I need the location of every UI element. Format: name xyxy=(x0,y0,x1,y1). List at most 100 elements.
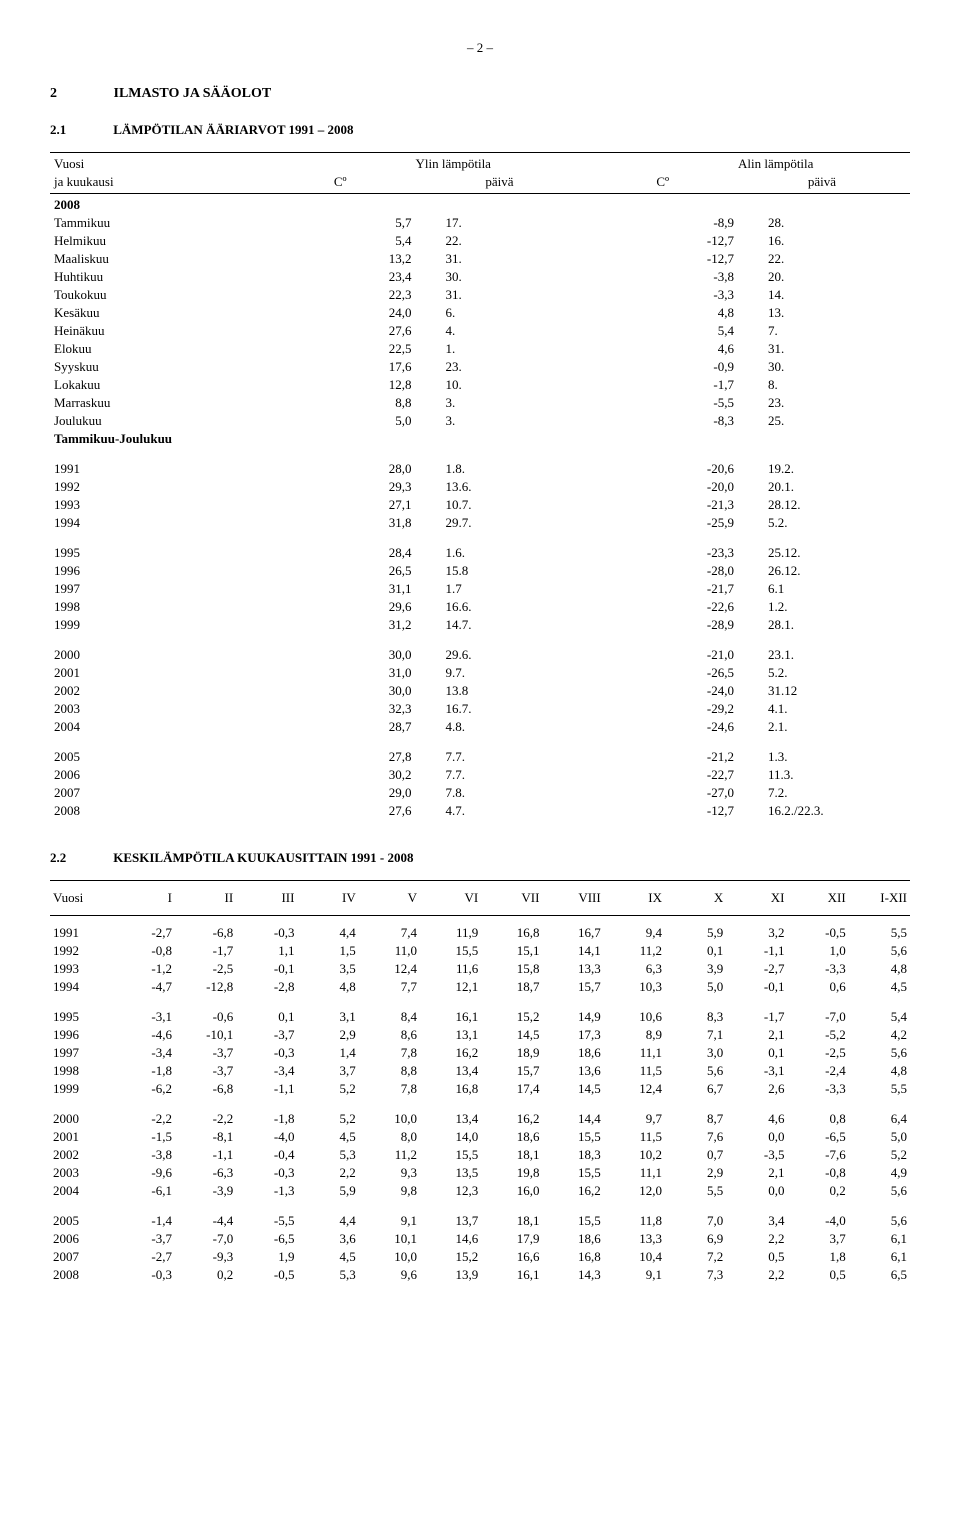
table-cell: 2,2 xyxy=(297,1164,358,1182)
table-cell: 5,6 xyxy=(849,1044,910,1062)
table-cell: -6,3 xyxy=(175,1164,236,1182)
subsection-number: 2.1 xyxy=(50,122,110,138)
table-cell: 2,9 xyxy=(297,1026,358,1044)
table-cell: 5,3 xyxy=(297,1266,358,1284)
extreme-temps-body: 2008Tammikuu5,717.-8,928.Helmikuu5,422.-… xyxy=(50,196,910,820)
table-cell: 7.7. xyxy=(415,748,587,766)
table-cell: 23. xyxy=(738,394,910,412)
table-cell: 7,8 xyxy=(359,1080,420,1098)
table-cell: 3,4 xyxy=(726,1212,787,1230)
table-cell: 2008 xyxy=(50,802,265,820)
table-cell: 2001 xyxy=(50,664,265,682)
table-cell: -21,7 xyxy=(587,580,737,598)
table-cell: 13,2 xyxy=(265,250,415,268)
table-cell: 11,5 xyxy=(604,1128,665,1146)
table-cell: -7,0 xyxy=(175,1230,236,1248)
table-cell: 2,2 xyxy=(726,1266,787,1284)
table-cell: 4,6 xyxy=(587,340,737,358)
table-cell: 2003 xyxy=(50,700,265,718)
column-header: VI xyxy=(420,889,481,907)
table-cell: -3,3 xyxy=(787,1080,848,1098)
table-cell: 16,8 xyxy=(542,1248,603,1266)
table-cell: -21,0 xyxy=(587,646,737,664)
table-cell: 0,1 xyxy=(665,942,726,960)
table-cell: 14. xyxy=(738,286,910,304)
table-cell: -24,6 xyxy=(587,718,737,736)
table-cell: 28,4 xyxy=(265,544,415,562)
table-cell: 1992 xyxy=(50,478,265,496)
table-cell: 31,0 xyxy=(265,664,415,682)
table-cell: -24,0 xyxy=(587,682,737,700)
table-cell: Toukokuu xyxy=(50,286,265,304)
column-header: III xyxy=(236,889,297,907)
table-cell: -20,6 xyxy=(587,460,737,478)
table-cell: 10,0 xyxy=(359,1248,420,1266)
table-cell: 8,4 xyxy=(359,1008,420,1026)
table-cell: 26.12. xyxy=(738,562,910,580)
table-cell: 5,5 xyxy=(849,924,910,942)
table-cell: 2,1 xyxy=(726,1164,787,1182)
table-cell: -21,2 xyxy=(587,748,737,766)
table-cell: 2,1 xyxy=(726,1026,787,1044)
table-cell: -3,4 xyxy=(114,1044,175,1062)
table-cell: 20.1. xyxy=(738,478,910,496)
table-cell: 29.7. xyxy=(415,514,587,532)
table-cell: 4.7. xyxy=(415,802,587,820)
table-cell: -4,0 xyxy=(787,1212,848,1230)
table-cell: -27,0 xyxy=(587,784,737,802)
table-cell: 14,5 xyxy=(481,1026,542,1044)
table-cell: 11,8 xyxy=(604,1212,665,1230)
table-cell: 5,6 xyxy=(849,1212,910,1230)
column-header: VIII xyxy=(542,889,603,907)
table-cell: 24,0 xyxy=(265,304,415,322)
table-cell: 4. xyxy=(415,322,587,340)
table-cell: 1,9 xyxy=(236,1248,297,1266)
table-cell: 15,7 xyxy=(542,978,603,996)
table-cell: -5,5 xyxy=(587,394,737,412)
col-vuosi-line2: ja kuukausi xyxy=(50,173,265,191)
monthly-means-body: 1991-2,7-6,8-0,34,47,411,916,816,79,45,9… xyxy=(50,924,910,1284)
table-cell: 2004 xyxy=(50,1182,114,1200)
table-cell: 7. xyxy=(738,322,910,340)
table-cell: -3,7 xyxy=(175,1062,236,1080)
table-cell: 12,4 xyxy=(604,1080,665,1098)
table-cell: 28.1. xyxy=(738,616,910,634)
table-cell: 32,3 xyxy=(265,700,415,718)
column-header: V xyxy=(359,889,420,907)
table-cell: 7,1 xyxy=(665,1026,726,1044)
table-cell: 14.7. xyxy=(415,616,587,634)
table-cell: 3,7 xyxy=(787,1230,848,1248)
table-cell: 0,1 xyxy=(726,1044,787,1062)
table-cell: 1,8 xyxy=(787,1248,848,1266)
table-cell: 2005 xyxy=(50,1212,114,1230)
table-cell: -22,7 xyxy=(587,766,737,784)
table-cell: 14,9 xyxy=(542,1008,603,1026)
table-cell: 4,4 xyxy=(297,1212,358,1230)
table-cell: -0,1 xyxy=(236,960,297,978)
table-rule xyxy=(50,152,910,153)
table-cell: 15,5 xyxy=(542,1164,603,1182)
table-cell: 14,3 xyxy=(542,1266,603,1284)
table-cell: 0,0 xyxy=(726,1128,787,1146)
table-cell: 31,1 xyxy=(265,580,415,598)
table-cell: -2,7 xyxy=(114,924,175,942)
table-cell: 31. xyxy=(738,340,910,358)
subsection-title: KESKILÄMPÖTILA KUUKAUSITTAIN 1991 - 2008 xyxy=(113,850,413,865)
table-cell: 10.7. xyxy=(415,496,587,514)
table-cell: 7,8 xyxy=(359,1044,420,1062)
table-cell: 5,4 xyxy=(849,1008,910,1026)
table-cell: 30,0 xyxy=(265,646,415,664)
table-cell: 5.2. xyxy=(738,664,910,682)
table-cell: 5,6 xyxy=(849,1182,910,1200)
table-cell: 7,7 xyxy=(359,978,420,996)
table-cell: 6. xyxy=(415,304,587,322)
table-cell: 7,3 xyxy=(665,1266,726,1284)
table-cell: -3,1 xyxy=(726,1062,787,1080)
table-cell: 3,9 xyxy=(665,960,726,978)
table-cell: -0,4 xyxy=(236,1146,297,1164)
table-cell: 1.8. xyxy=(415,460,587,478)
extreme-temps-table: Vuosi Ylin lämpötila Alin lämpötila ja k… xyxy=(50,155,910,191)
table-cell: 0,6 xyxy=(787,978,848,996)
table-cell: 5,5 xyxy=(665,1182,726,1200)
table-cell: 1.6. xyxy=(415,544,587,562)
